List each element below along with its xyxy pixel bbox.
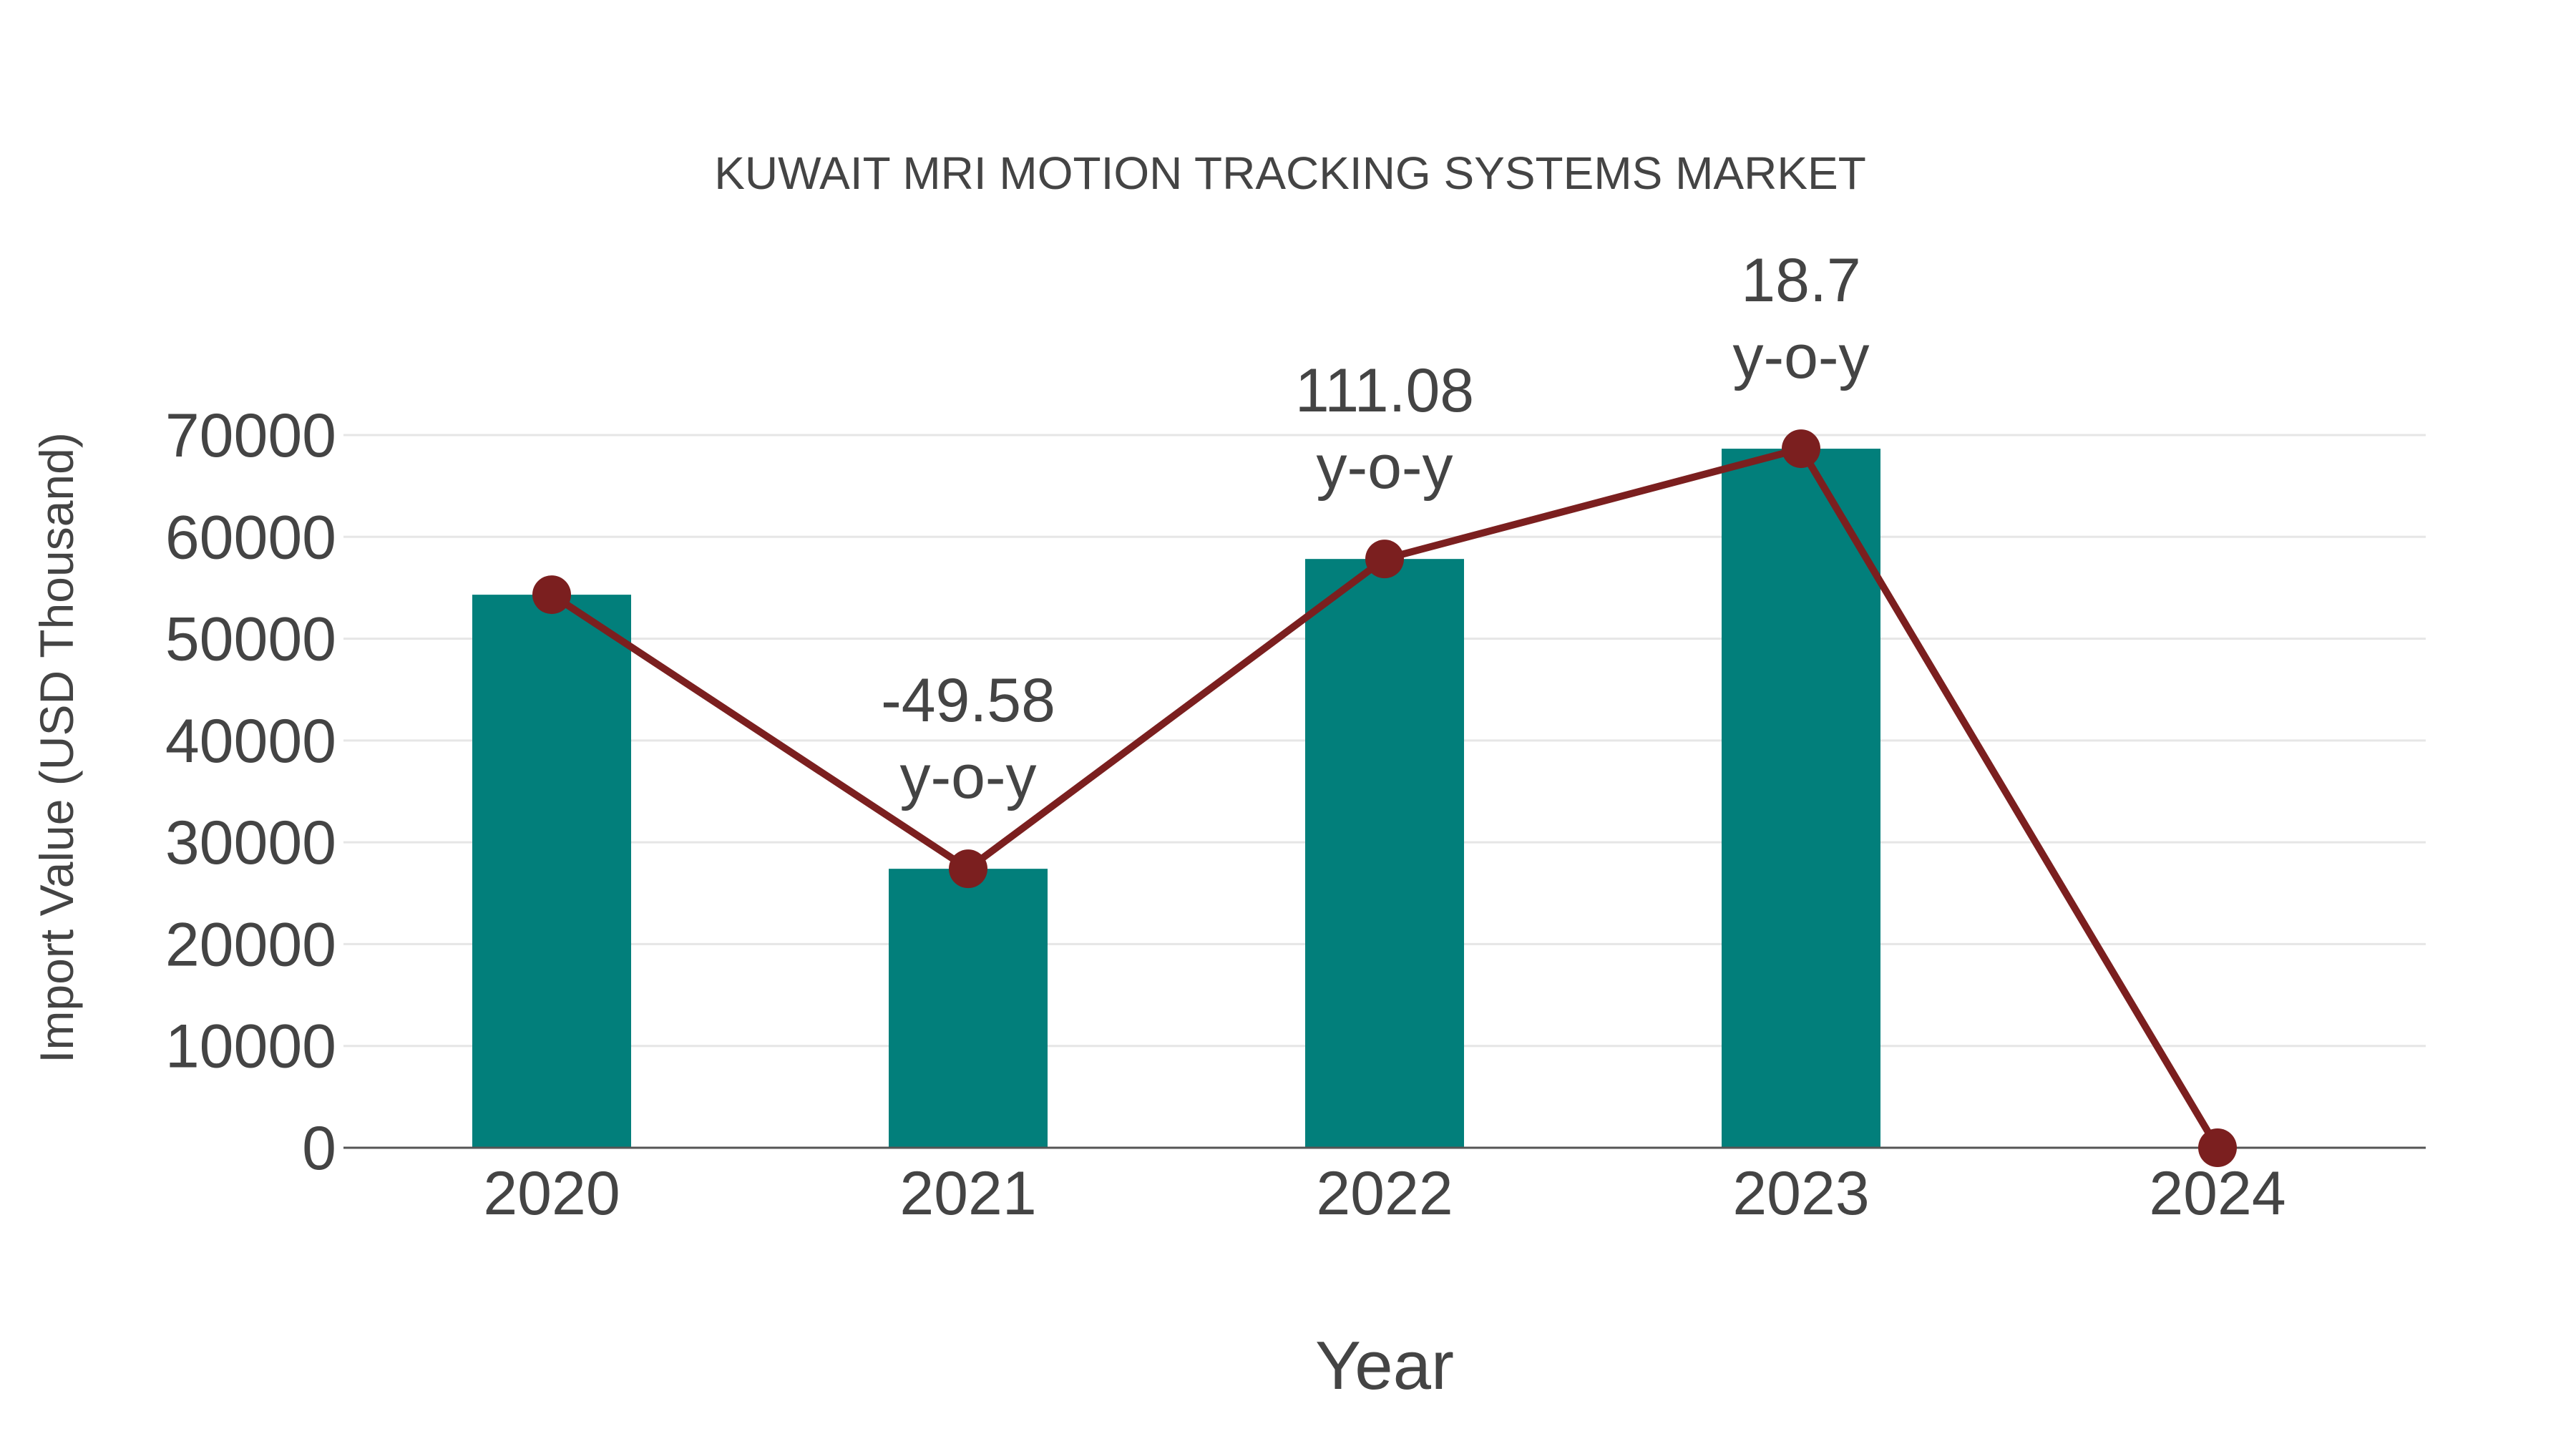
line-marker bbox=[1782, 429, 1820, 469]
y-tick-label: 0 bbox=[302, 1114, 336, 1183]
line-series bbox=[532, 429, 2237, 1167]
bar bbox=[1305, 559, 1464, 1148]
yoy-annotation: -49.58 y-o-y bbox=[881, 666, 1055, 811]
yoy-annotation: 111.08 y-o-y bbox=[1295, 356, 1474, 502]
x-axis-title: Year bbox=[1315, 1327, 1454, 1404]
x-axis-ticks: 2020 2021 2022 2023 2024 bbox=[483, 1159, 2285, 1228]
line-marker bbox=[1365, 540, 1404, 579]
x-tick-label: 2022 bbox=[1316, 1159, 1453, 1228]
yoy-suffix: y-o-y bbox=[1316, 433, 1453, 502]
x-tick-label: 2024 bbox=[2149, 1159, 2285, 1228]
bar bbox=[889, 869, 1048, 1148]
x-tick-label: 2021 bbox=[899, 1159, 1036, 1228]
yoy-suffix: y-o-y bbox=[899, 743, 1036, 811]
y-tick-label: 40000 bbox=[165, 707, 336, 776]
bar bbox=[472, 595, 631, 1148]
y-tick-label: 10000 bbox=[165, 1013, 336, 1081]
x-tick-label: 2020 bbox=[483, 1159, 620, 1228]
yoy-annotation: 18.7 y-o-y bbox=[1732, 246, 1869, 391]
yoy-value: 18.7 bbox=[1741, 246, 1860, 315]
chart-title: KUWAIT MRI MOTION TRACKING SYSTEMS MARKE… bbox=[714, 147, 1866, 199]
bar bbox=[1722, 449, 1880, 1148]
yoy-value: 111.08 bbox=[1295, 356, 1474, 425]
line-marker bbox=[949, 849, 987, 889]
x-tick-label: 2023 bbox=[1732, 1159, 1869, 1228]
yoy-annotations: -49.58 y-o-y 111.08 y-o-y 18.7 y-o-y bbox=[881, 246, 1869, 811]
y-tick-label: 30000 bbox=[165, 809, 336, 877]
y-tick-label: 70000 bbox=[165, 401, 336, 470]
line-marker bbox=[2198, 1128, 2237, 1167]
y-tick-label: 60000 bbox=[165, 503, 336, 572]
yoy-suffix: y-o-y bbox=[1732, 323, 1869, 391]
bar-series bbox=[472, 449, 1880, 1148]
line-marker bbox=[532, 575, 571, 615]
y-tick-label: 50000 bbox=[165, 605, 336, 674]
y-axis-title: Import Value (USD Thousand) bbox=[30, 432, 83, 1063]
y-tick-label: 20000 bbox=[165, 910, 336, 979]
yoy-value: -49.58 bbox=[881, 666, 1055, 735]
y-axis-ticks: 0 10000 20000 30000 40000 50000 60000 70000 bbox=[165, 401, 336, 1183]
